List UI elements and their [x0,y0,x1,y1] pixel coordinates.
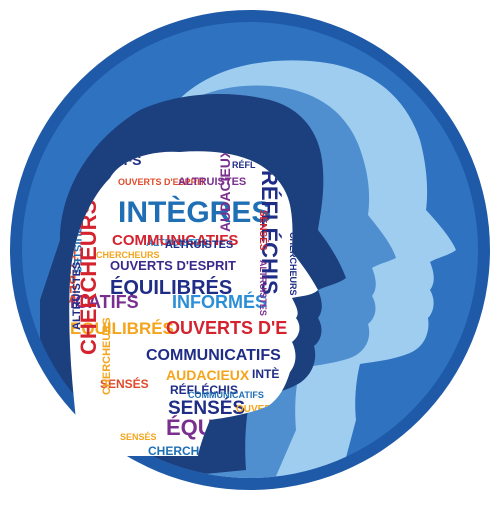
word-cloud-word: OUVERTS D'ESPRIT [110,258,236,273]
word-cloud-word: ÉQUILIBRÉS [110,276,232,299]
word-cloud-word: CHERCHEURS [96,250,160,260]
word-cloud-word: INTÈ [252,366,279,381]
word-cloud-word: ALTRUISTES [178,176,246,188]
word-cloud-word: ALTRUISTES [258,260,268,316]
word-cloud-word: AUDACIEUX [217,148,233,232]
word-cloud-word: RÉFL [232,160,256,170]
word-cloud-word: SENSÉS [120,432,157,442]
word-cloud-word: RÉFLÉCHIS [170,382,238,397]
word-cloud-word: RÉFLÉCHIS [257,170,282,295]
word-cloud-word: INTÈGRES [63,232,79,304]
word-cloud-word: ÉQUILIBRÉS [70,319,174,338]
word-cloud-word: AUDACIEUX [166,367,250,383]
word-cloud-word: SENSÉS [168,397,245,419]
word-cloud-word: OUVERTS D'ESPRIT [118,177,206,187]
word-cloud-word: ALTRUISTES [146,238,208,249]
word-cloud-word: OUVERT [236,404,278,415]
word-cloud-word: CHERCHEURS [101,317,113,395]
word-cloud-word: COMMUNICATIFS [112,232,238,249]
word-cloud-word: SENSÉS [257,210,270,251]
word-cloud-word: ALTRUISTES [71,262,83,330]
word-cloud-word: ALTRUISTES [165,239,233,251]
word-cloud: CATIFSOUVERTS D'ESPRITALTRUISTESRÉFLINTÈ… [63,148,298,456]
word-cloud-word: CHERCHEURS [288,232,298,296]
word-cloud-word: INFORMÉS [172,291,267,312]
word-cloud-word: OUVERTS D'E [166,318,287,338]
word-cloud-word: ICATIFS [70,292,139,312]
word-cloud-word: SENSÉS [100,376,149,391]
word-cloud-word: COMMUNICATIFS [146,347,281,364]
word-cloud-word: INTÈGRES [118,195,271,229]
word-cloud-background [69,151,318,457]
word-cloud-word: COMMUNICATIFS [188,390,264,400]
